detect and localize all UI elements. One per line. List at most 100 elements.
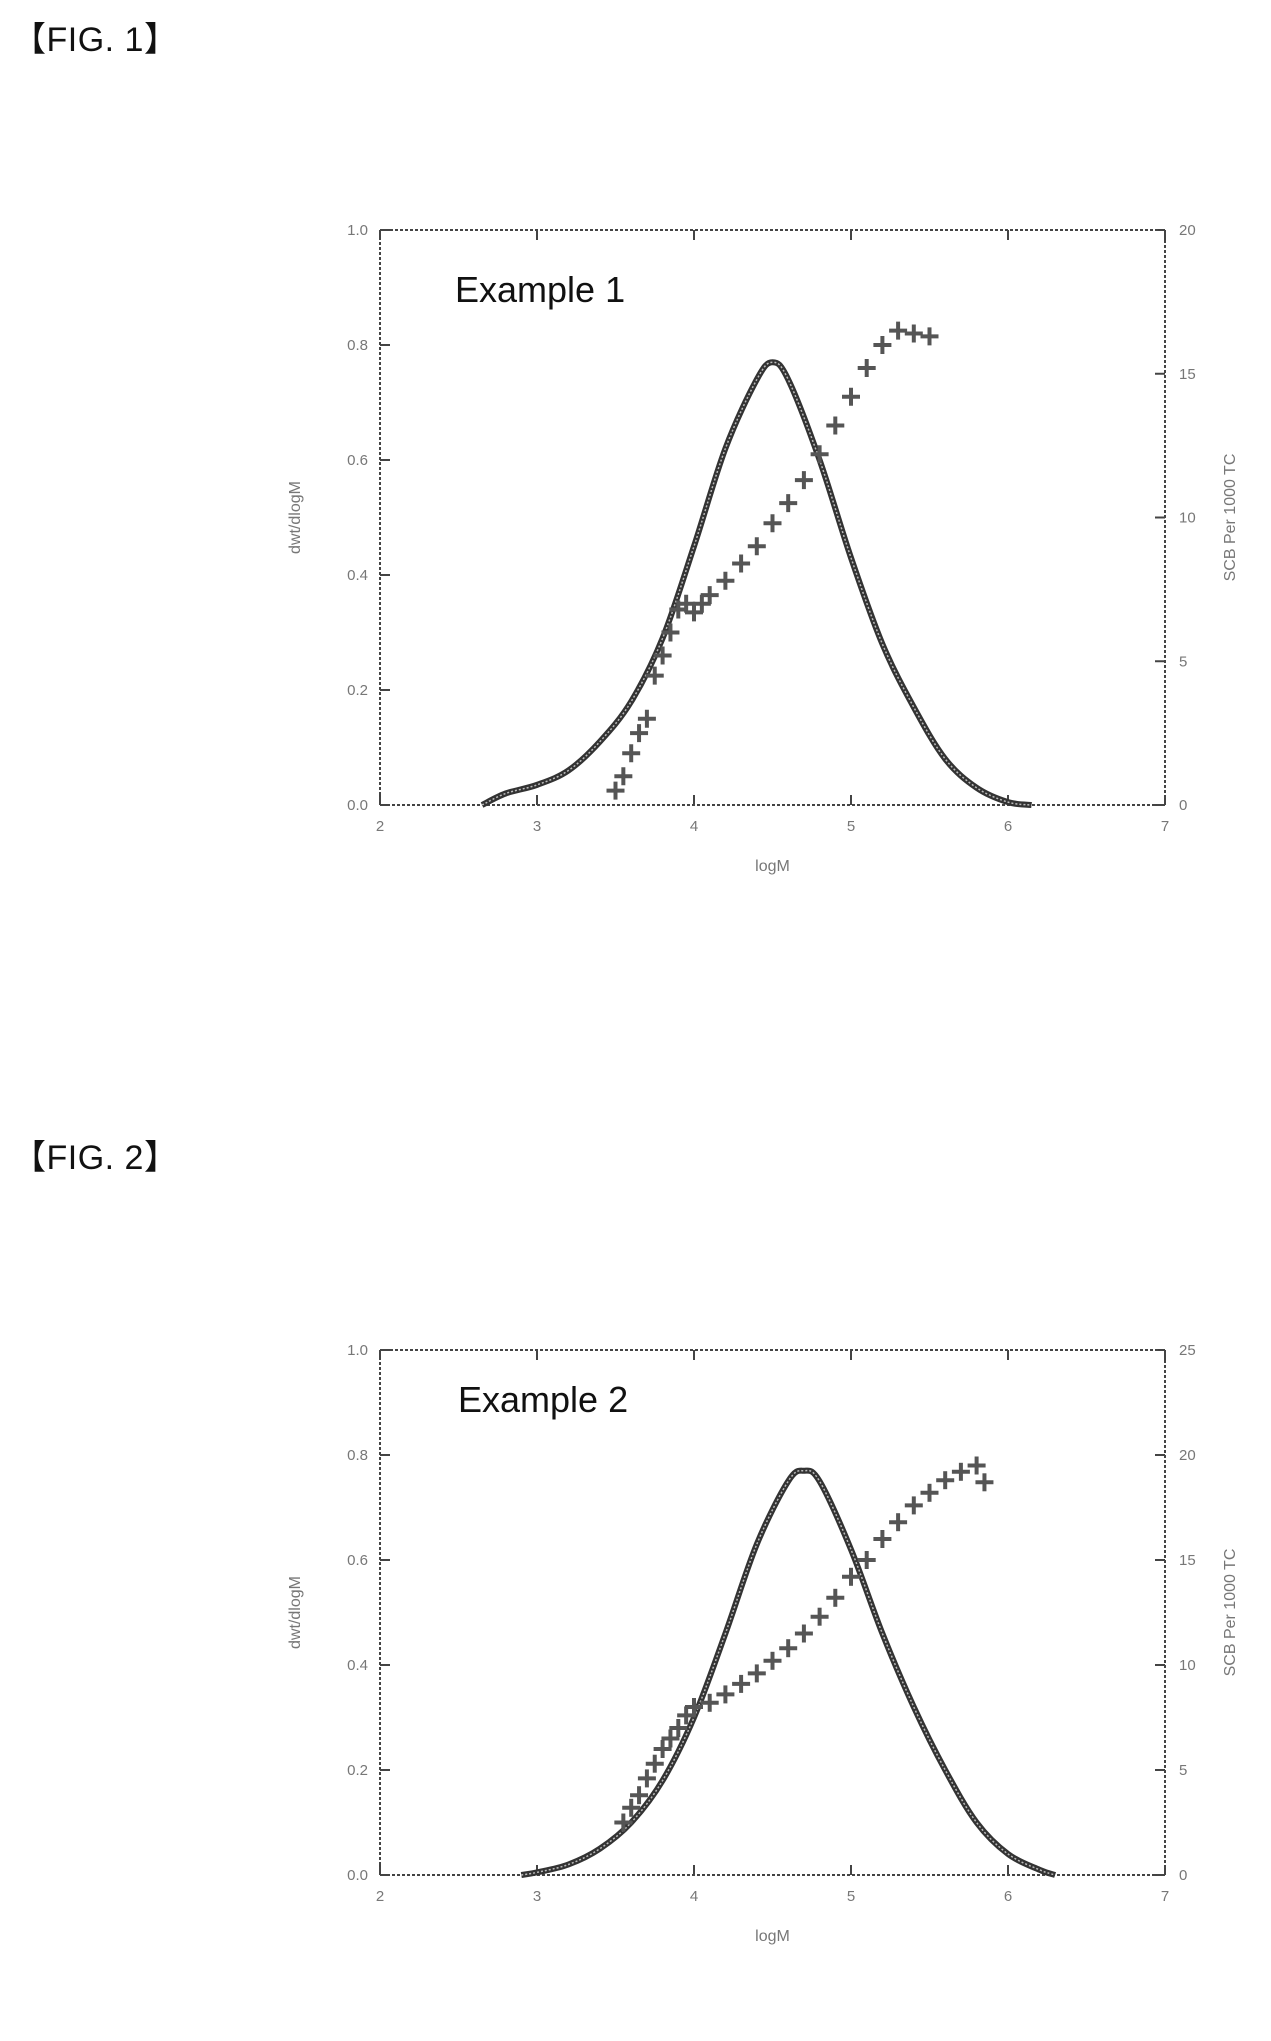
- y-tick-label: 0.6: [347, 1552, 368, 1569]
- mwd-curve: [480, 359, 1032, 808]
- scb-point: [904, 1496, 923, 1515]
- scb-point: [763, 1651, 782, 1670]
- scb-point: [936, 1471, 955, 1490]
- y-tick-label: 0.8: [347, 337, 368, 354]
- scb-point: [951, 1462, 970, 1481]
- scb-point: [779, 494, 798, 513]
- scb-point: [889, 321, 908, 340]
- y2-tick-label: 0: [1179, 797, 1187, 814]
- scb-point: [920, 1483, 939, 1502]
- scb-point: [637, 1769, 656, 1788]
- scb-point: [685, 1698, 703, 1716]
- scb-point: [873, 336, 892, 354]
- scb-point: [747, 537, 766, 556]
- x-tick-label: 4: [690, 818, 698, 835]
- y2-tick-label: 20: [1179, 222, 1196, 239]
- y-tick-label: 0.0: [347, 1867, 368, 1884]
- scb-point: [810, 1607, 829, 1626]
- scb-point: [747, 1664, 766, 1683]
- y2-axis-title: SCB Per 1000 TC: [1222, 454, 1239, 582]
- x-tick-label: 6: [1004, 818, 1012, 835]
- scb-point: [685, 603, 703, 622]
- y2-tick-label: 10: [1179, 1657, 1196, 1674]
- x-tick-label: 2: [376, 1888, 384, 1905]
- y-tick-label: 1.0: [347, 1342, 368, 1359]
- scb-point: [967, 1456, 986, 1475]
- scb-point: [732, 1674, 751, 1693]
- scb-point: [630, 724, 649, 743]
- mwd-curve: [520, 1467, 1057, 1878]
- scb-point: [677, 594, 696, 613]
- y-tick-label: 0.2: [347, 1762, 368, 1779]
- scb-point: [716, 571, 735, 590]
- scb-point: [622, 744, 641, 763]
- x-axis-title: logM: [755, 858, 790, 875]
- plot-frame: [379, 1349, 1166, 1876]
- y-tick-label: 0.4: [347, 567, 368, 584]
- scb-point: [732, 554, 751, 573]
- scb-point: [653, 1740, 672, 1758]
- y2-tick-label: 10: [1179, 510, 1196, 527]
- scb-point: [677, 1706, 696, 1725]
- y2-tick-label: 20: [1179, 1447, 1196, 1464]
- x-tick-label: 5: [847, 818, 855, 835]
- y-tick-label: 0.0: [347, 797, 368, 814]
- x-tick-label: 7: [1161, 818, 1169, 835]
- scb-point: [857, 359, 876, 377]
- y-tick-label: 0.4: [347, 1657, 368, 1674]
- scb-point: [794, 471, 813, 490]
- scb-point: [645, 1754, 664, 1773]
- y2-tick-label: 0: [1179, 1867, 1187, 1884]
- scb-point: [692, 594, 711, 613]
- x-tick-label: 6: [1004, 1888, 1012, 1905]
- figure-2-label: 【FIG. 2】: [12, 1139, 179, 1177]
- scb-point: [630, 1786, 649, 1805]
- scb-point: [716, 1685, 735, 1704]
- y-tick-label: 0.2: [347, 682, 368, 699]
- scb-point: [873, 1530, 892, 1548]
- mwd-curve-highlight: [521, 1469, 1056, 1876]
- scb-point: [904, 324, 923, 343]
- x-tick-label: 5: [847, 1888, 855, 1905]
- x-tick-label: 2: [376, 818, 384, 835]
- scb-point: [794, 1624, 813, 1643]
- y-tick-label: 0.8: [347, 1447, 368, 1464]
- scb-point: [975, 1473, 994, 1492]
- y-tick-label: 0.6: [347, 452, 368, 469]
- scb-point: [826, 416, 845, 435]
- scb-point: [700, 1693, 719, 1712]
- figure-1-label: 【FIG. 1】: [12, 21, 179, 59]
- x-axis-title: logM: [755, 1928, 790, 1945]
- scb-point: [653, 646, 672, 665]
- scb-point: [661, 623, 680, 642]
- y2-tick-label: 5: [1179, 1762, 1187, 1779]
- scb-point: [842, 1567, 860, 1586]
- y-axis-title: dwt/dlogM: [287, 1576, 304, 1649]
- y2-tick-label: 5: [1179, 653, 1187, 670]
- scb-point: [700, 586, 719, 605]
- y-axis-title: dwt/dlogM: [287, 481, 304, 554]
- scb-point: [614, 767, 633, 786]
- chart-example-1: 2 3 4 5 6 7 0.0 0.2 0.4 0.6 0.8 1.0 0 5 10 15 20 logM dwt/…: [287, 222, 1239, 875]
- scb-point: [645, 666, 664, 685]
- example-annotation: Example 2: [458, 1379, 628, 1420]
- scb-point: [810, 445, 829, 464]
- x-tick-label: 4: [690, 1888, 698, 1905]
- x-tick-label: 3: [533, 818, 541, 835]
- scb-point: [614, 1813, 633, 1832]
- y2-tick-label: 15: [1179, 1552, 1196, 1569]
- mwd-curve-highlight: [481, 361, 1032, 806]
- y2-axis-title: SCB Per 1000 TC: [1222, 1549, 1239, 1677]
- scb-point: [857, 1551, 876, 1569]
- scb-point: [763, 514, 782, 533]
- x-tick-label: 7: [1161, 1888, 1169, 1905]
- example-annotation: Example 1: [455, 269, 625, 310]
- scb-point: [826, 1588, 845, 1607]
- scb-point: [669, 1719, 688, 1737]
- scb-point: [920, 327, 939, 346]
- scb-point: [842, 387, 860, 406]
- scb-point: [661, 1729, 680, 1748]
- scb-point: [622, 1798, 641, 1817]
- scb-point: [637, 709, 656, 728]
- chart-example-2: 2 3 4 5 6 7 0.0 0.2 0.4 0.6 0.8 1.0 0 5 10 15 20 25 logM dw…: [287, 1342, 1239, 1945]
